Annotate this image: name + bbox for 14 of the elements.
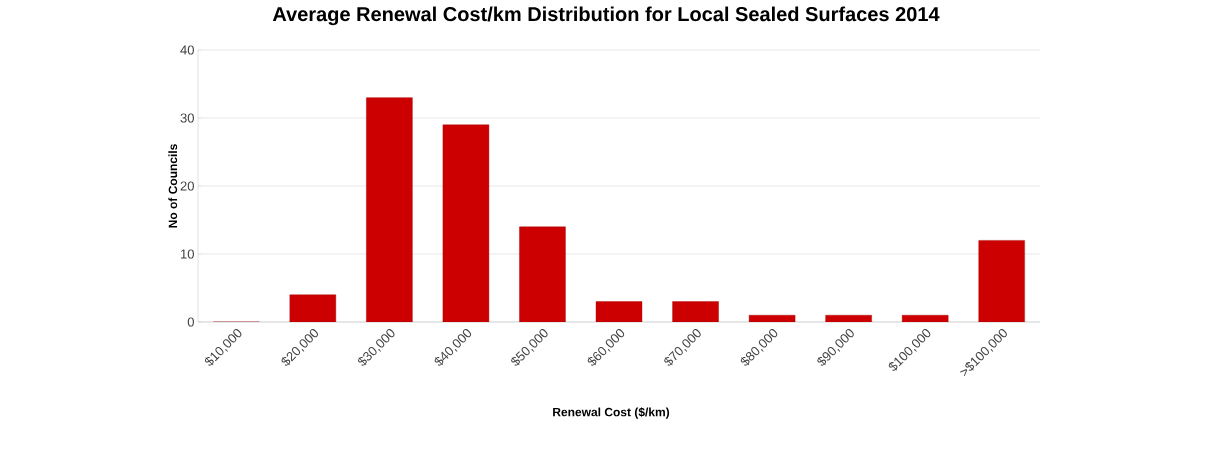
bar — [289, 294, 337, 322]
bar — [519, 226, 566, 322]
bar — [672, 301, 719, 322]
bar — [978, 240, 1025, 322]
y-tick-label: 20 — [180, 181, 194, 191]
bar — [442, 124, 490, 322]
y-tick-label: 30 — [180, 113, 194, 123]
x-axis-title: Renewal Cost ($/km) — [553, 407, 670, 419]
y-axis-title: No of Councils — [168, 144, 178, 228]
y-tick-label: 0 — [187, 317, 194, 327]
bar — [366, 97, 413, 322]
y-tick-label: 10 — [181, 249, 194, 259]
y-tick-label: 40 — [180, 45, 194, 55]
chart-title: Average Renewal Cost/km Distribution for Local Sealed Surfaces 2014 — [272, 6, 940, 26]
